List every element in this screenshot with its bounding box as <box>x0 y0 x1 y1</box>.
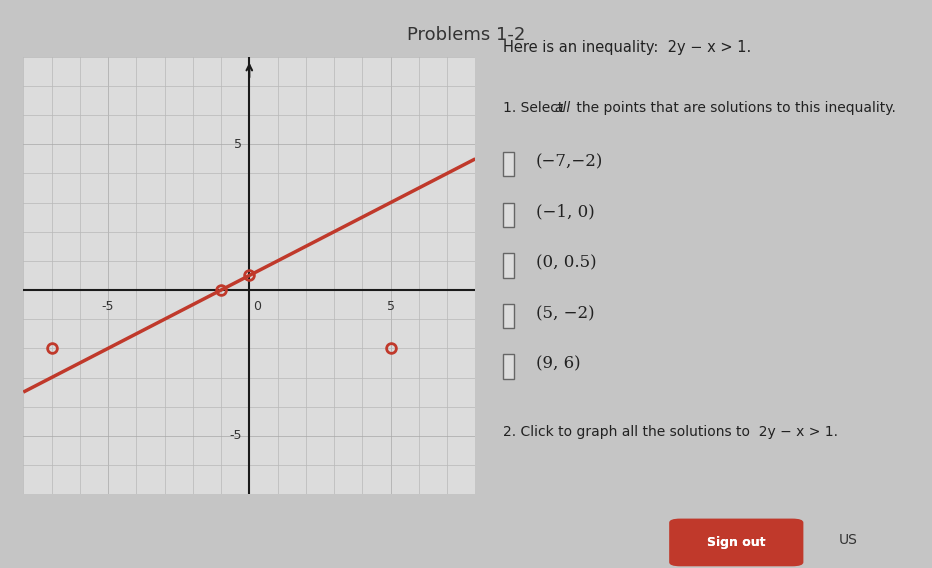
FancyBboxPatch shape <box>502 152 514 177</box>
Text: (9, 6): (9, 6) <box>536 356 581 373</box>
Text: the points that are solutions to this inequality.: the points that are solutions to this in… <box>572 101 896 115</box>
Text: (5, −2): (5, −2) <box>536 305 595 322</box>
Text: Problems 1-2: Problems 1-2 <box>406 26 526 44</box>
Text: 5: 5 <box>387 300 394 314</box>
Text: 2. Click to graph all the solutions to  2y − x > 1.: 2. Click to graph all the solutions to 2… <box>502 425 838 438</box>
FancyBboxPatch shape <box>502 203 514 227</box>
Text: US: US <box>839 533 857 546</box>
Text: 5: 5 <box>234 138 242 151</box>
Text: 1. Select: 1. Select <box>502 101 568 115</box>
FancyBboxPatch shape <box>502 354 514 379</box>
Text: Sign out: Sign out <box>707 536 765 549</box>
FancyBboxPatch shape <box>502 253 514 278</box>
Text: (−1, 0): (−1, 0) <box>536 204 595 221</box>
Text: -5: -5 <box>230 429 242 442</box>
FancyBboxPatch shape <box>669 519 803 566</box>
Text: -5: -5 <box>102 300 115 314</box>
FancyBboxPatch shape <box>502 304 514 328</box>
Text: (0, 0.5): (0, 0.5) <box>536 254 596 272</box>
Text: Sign out: Sign out <box>707 536 765 549</box>
Text: 0: 0 <box>254 300 262 314</box>
Text: Here is an inequality:  2y − x > 1.: Here is an inequality: 2y − x > 1. <box>502 40 751 56</box>
Text: (−7,−2): (−7,−2) <box>536 153 603 170</box>
Text: all: all <box>554 101 570 115</box>
